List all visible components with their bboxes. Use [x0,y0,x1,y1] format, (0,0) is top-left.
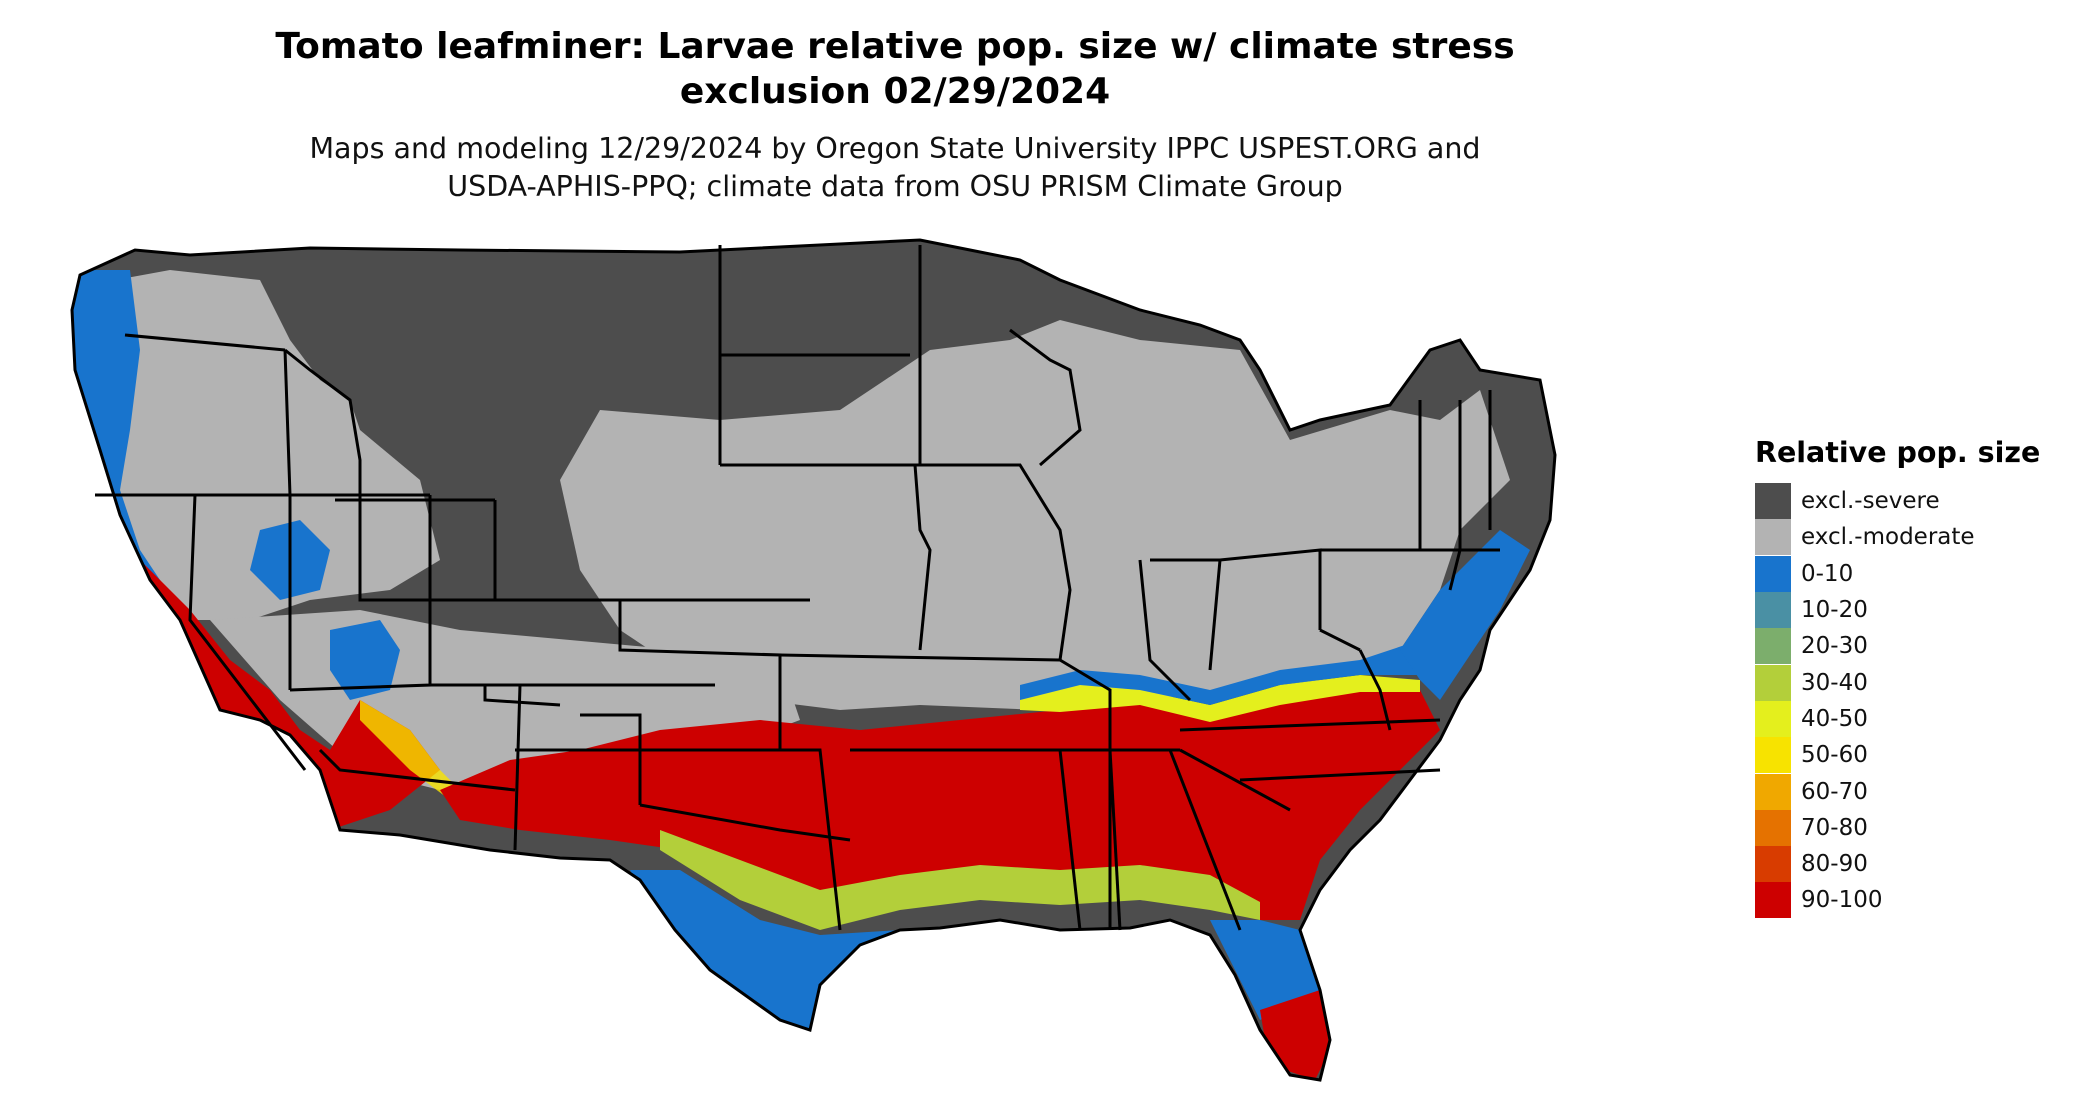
legend-item: excl.-severe [1755,483,2040,520]
map-title: Tomato leafminer: Larvae relative pop. s… [0,24,1790,114]
map-title-line2: exclusion 02/29/2024 [679,71,1111,112]
us-map [70,238,1557,1082]
legend-label: excl.-severe [1801,488,1940,515]
zone-excl-moderate-west [72,270,440,620]
map-subtitle-line1: Maps and modeling 12/29/2024 by Oregon S… [309,132,1481,165]
legend-item: 40-50 [1755,700,2040,737]
legend-item: 30-40 [1755,664,2040,701]
zone-0-10-colorado-plateau [330,620,400,700]
legend-label: 60-70 [1801,778,1868,805]
legend-label: 0-10 [1801,560,1854,587]
legend-swatch [1755,664,1791,701]
legend-item: 60-70 [1755,773,2040,810]
legend-title: Relative pop. size [1755,436,2041,469]
legend-label: 10-20 [1801,597,1868,624]
legend-swatch [1755,737,1791,774]
zone-0-10-pacific [72,270,330,830]
legend-label: 70-80 [1801,814,1868,841]
legend-item: 90-100 [1755,882,2040,919]
legend-label: 90-100 [1801,887,1883,914]
legend-item: 10-20 [1755,592,2040,629]
legend-swatch [1755,519,1791,556]
legend-label: 50-60 [1801,742,1868,769]
legend-swatch [1755,555,1791,592]
legend-item: 50-60 [1755,737,2040,774]
legend-item: 20-30 [1755,628,2040,665]
zone-0-10-atlantic [1400,530,1530,700]
legend-label: 20-30 [1801,633,1868,660]
zone-0-10-florida [1210,920,1320,1020]
zone-0-10-tn-valley [1020,610,1470,705]
legend-items: excl.-severe excl.-moderate 0-10 10-20 20-30… [1755,483,2040,919]
legend-swatch [1755,882,1791,919]
legend-swatch [1755,628,1791,665]
legend-swatch [1755,592,1791,629]
legend-swatch [1755,700,1791,737]
legend: Relative pop. size excl.-severe excl.-mod… [1755,436,2040,919]
map-subtitle: Maps and modeling 12/29/2024 by Oregon S… [0,130,1790,206]
zone-50-60-southwest [360,700,460,800]
legend-swatch [1755,809,1791,846]
legend-swatch [1755,773,1791,810]
zone-30-40-gulf [660,830,1260,930]
state-boundaries [70,238,1557,1082]
zone-90-100-south [440,690,1440,920]
legend-item: 0-10 [1755,555,2040,592]
zone-40-50-transition [1020,675,1420,722]
legend-label: 80-90 [1801,851,1868,878]
legend-item: 70-80 [1755,809,2040,846]
zone-excl-moderate-east [560,320,1510,710]
suitability-zones [72,240,1555,1080]
legend-item: 80-90 [1755,846,2040,883]
legend-label: 40-50 [1801,705,1868,732]
legend-label: excl.-moderate [1801,524,1975,551]
legend-swatch [1755,483,1791,520]
legend-item: excl.-moderate [1755,519,2040,556]
map-title-line1: Tomato leafminer: Larvae relative pop. s… [275,26,1515,67]
legend-swatch [1755,846,1791,883]
legend-label: 30-40 [1801,669,1868,696]
map-subtitle-line2: USDA-APHIS-PPQ; climate data from OSU PR… [447,170,1343,203]
